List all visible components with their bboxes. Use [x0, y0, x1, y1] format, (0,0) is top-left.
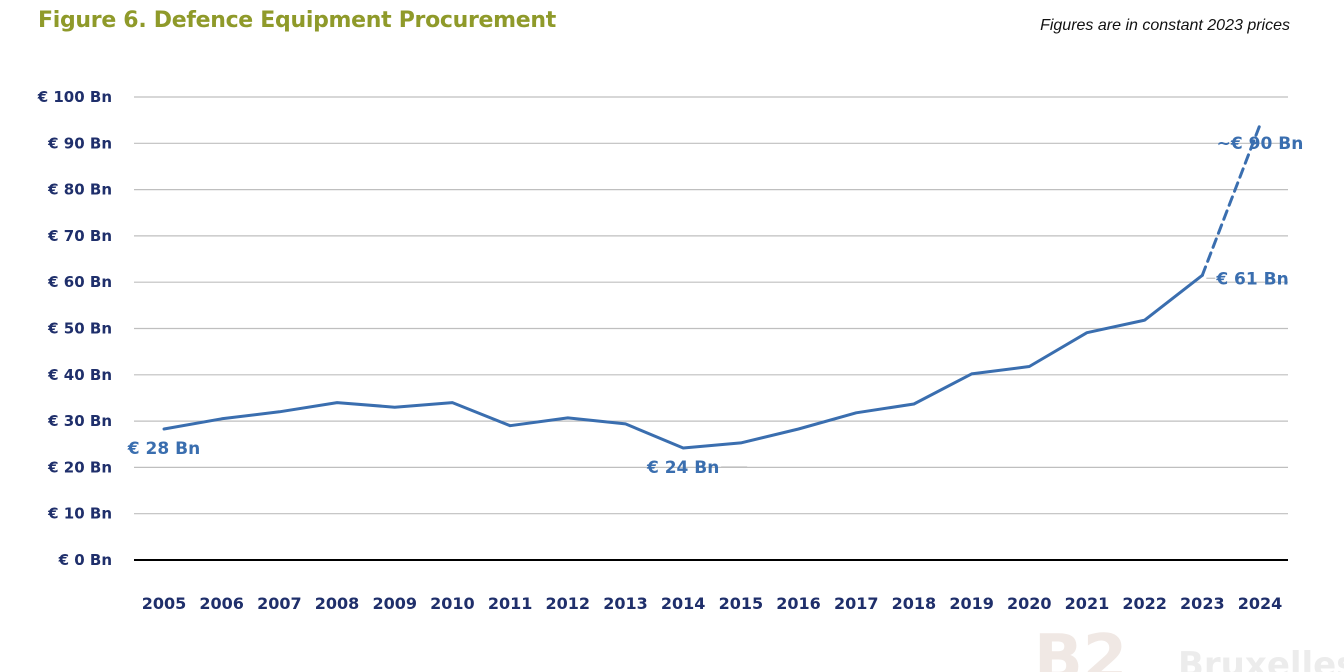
x-tick-label: 2022 [1122, 594, 1167, 613]
data-labels: € 28 Bn € 24 Bn € 61 Bn ~€ 90 Bn [127, 134, 1304, 478]
watermark-mark: B2 [1034, 622, 1127, 672]
y-tick-label: € 50 Bn [47, 320, 112, 338]
x-tick-label: 2015 [719, 594, 764, 613]
x-tick-label: 2013 [603, 594, 648, 613]
y-tick-label: € 60 Bn [47, 273, 112, 291]
x-tick-label: 2023 [1180, 594, 1225, 613]
y-tick-label: € 80 Bn [47, 181, 112, 199]
x-tick-label: 2010 [430, 594, 475, 613]
data-label: € 61 Bn [1215, 269, 1288, 289]
y-tick-label: € 40 Bn [47, 366, 112, 384]
b2-bruxelles-watermark: B2 Bruxelles [1024, 612, 1344, 672]
series-line-projection [1200, 123, 1262, 277]
series-lines [162, 123, 1262, 450]
x-tick-label: 2014 [661, 594, 706, 613]
x-tick-label: 2024 [1238, 594, 1283, 613]
x-tick-label: 2020 [1007, 594, 1052, 613]
x-tick-label: 2018 [892, 594, 937, 613]
chart-title: Figure 6. Defence Equipment Procurement [38, 8, 556, 33]
y-tick-label: € 20 Bn [47, 458, 112, 476]
x-tick-label: 2016 [776, 594, 821, 613]
x-tick-label: 2012 [546, 594, 591, 613]
watermark-text: Bruxelles [1178, 645, 1344, 672]
y-tick-label: € 70 Bn [47, 227, 112, 245]
x-tick-label: 2009 [372, 594, 417, 613]
data-label: € 24 Bn [646, 458, 719, 478]
price-note: Figures are in constant 2023 prices [1040, 17, 1290, 34]
series-line-actual [162, 273, 1204, 450]
data-label: € 28 Bn [127, 439, 200, 459]
y-tick-labels: € 0 Bn € 10 Bn € 20 Bn € 30 Bn € 40 Bn € 50 B… [37, 88, 112, 569]
x-tick-labels: 2005 2006 2007 2008 2009 2010 2011 2012 2013 2014… [142, 594, 1283, 613]
grid-lines [134, 96, 1288, 561]
x-tick-label: 2011 [488, 594, 533, 613]
x-tick-label: 2006 [199, 594, 244, 613]
x-tick-label: 2007 [257, 594, 302, 613]
y-tick-label: € 90 Bn [47, 134, 112, 152]
y-tick-label: € 0 Bn [58, 551, 112, 569]
y-tick-label: € 30 Bn [47, 412, 112, 430]
x-tick-label: 2021 [1065, 594, 1110, 613]
x-tick-label: 2019 [949, 594, 994, 613]
x-tick-label: 2008 [315, 594, 360, 613]
data-label: ~€ 90 Bn [1217, 134, 1304, 154]
x-tick-label: 2017 [834, 594, 879, 613]
y-tick-label: € 10 Bn [47, 505, 112, 523]
x-tick-label: 2005 [142, 594, 187, 613]
y-tick-label: € 100 Bn [37, 88, 112, 106]
